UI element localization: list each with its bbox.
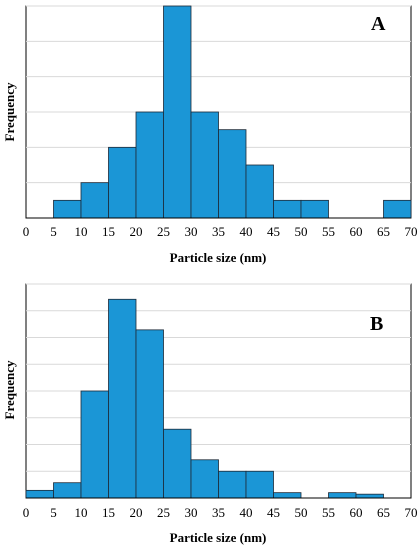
- x-tick-label: 50: [295, 505, 308, 520]
- x-tick-label: 55: [322, 505, 335, 520]
- x-tick-label: 10: [75, 505, 88, 520]
- bar-55-60: [328, 492, 357, 499]
- x-tick-label: 20: [130, 505, 143, 520]
- bar-5-10: [53, 199, 82, 219]
- x-tick-label: 15: [102, 224, 115, 239]
- panel-b-x-axis-title: Particle size (nm): [170, 530, 267, 545]
- x-tick-label: 5: [50, 505, 57, 520]
- x-tick-label: 20: [130, 224, 143, 239]
- bar-15-20: [108, 298, 137, 499]
- bar-35-40: [218, 470, 247, 499]
- x-tick-label: 45: [267, 505, 280, 520]
- x-tick-label: 60: [350, 505, 363, 520]
- panel-a-x-axis-title: Particle size (nm): [170, 250, 267, 265]
- bar-10-15: [80, 182, 109, 219]
- x-tick-label: 45: [267, 224, 280, 239]
- panel-b-label: B: [370, 313, 383, 335]
- bar-30-35: [190, 111, 219, 219]
- panel-b: 0 5 10 15 20 25 30 35 40 45 50 55 60 65 70 B Particle …: [2, 283, 417, 545]
- x-tick-label: 65: [377, 224, 390, 239]
- panel-a-label: A: [371, 13, 386, 35]
- bar-5-10: [53, 482, 82, 499]
- panel-b-bars: [25, 298, 384, 499]
- x-tick-label: 40: [240, 505, 253, 520]
- bar-45-50: [273, 199, 302, 219]
- x-tick-label: 35: [212, 505, 225, 520]
- panel-b-x-ticks: 0 5 10 15 20 25 30 35 40 45 50 55 60 65 70: [23, 505, 417, 520]
- panel-a-bars: [53, 5, 412, 219]
- bar-30-35: [190, 459, 219, 499]
- bar-35-40: [218, 129, 247, 219]
- panel-a-x-ticks: 0 5 10 15 20 25 30 35 40 45 50 55 60 65 70: [23, 224, 417, 239]
- x-tick-label: 35: [212, 224, 225, 239]
- bar-20-25: [135, 111, 164, 219]
- bar-60-65: [355, 493, 384, 499]
- x-tick-label: 30: [185, 224, 198, 239]
- bar-15-20: [108, 146, 137, 219]
- bar-25-30: [163, 5, 192, 219]
- bar-40-45: [245, 164, 274, 219]
- bar-45-50: [273, 492, 302, 499]
- x-tick-label: 0: [23, 505, 30, 520]
- x-tick-label: 70: [405, 224, 417, 239]
- x-tick-label: 10: [75, 224, 88, 239]
- bar-0-5: [25, 489, 54, 499]
- panel-a-grid: [26, 5, 411, 184]
- x-tick-label: 0: [23, 224, 30, 239]
- x-tick-label: 50: [295, 224, 308, 239]
- x-tick-label: 15: [102, 505, 115, 520]
- x-tick-label: 25: [157, 505, 170, 520]
- x-tick-label: 25: [157, 224, 170, 239]
- x-tick-label: 5: [50, 224, 57, 239]
- bar-25-30: [163, 428, 192, 499]
- panel-b-y-axis-title: Frequency: [2, 360, 17, 419]
- x-tick-label: 55: [322, 224, 335, 239]
- bar-50-55: [300, 199, 329, 219]
- x-tick-label: 30: [185, 505, 198, 520]
- x-tick-label: 65: [377, 505, 390, 520]
- x-tick-label: 60: [350, 224, 363, 239]
- panel-a: 0 5 10 15 20 25 30 35 40 45 50 55 60 65 70 A Particle …: [2, 5, 417, 265]
- bar-65-70: [383, 199, 412, 219]
- bar-20-25: [135, 329, 164, 499]
- bar-10-15: [80, 390, 109, 499]
- panel-a-y-axis-title: Frequency: [2, 82, 17, 141]
- bar-40-45: [245, 470, 274, 499]
- x-tick-label: 70: [405, 505, 417, 520]
- x-tick-label: 40: [240, 224, 253, 239]
